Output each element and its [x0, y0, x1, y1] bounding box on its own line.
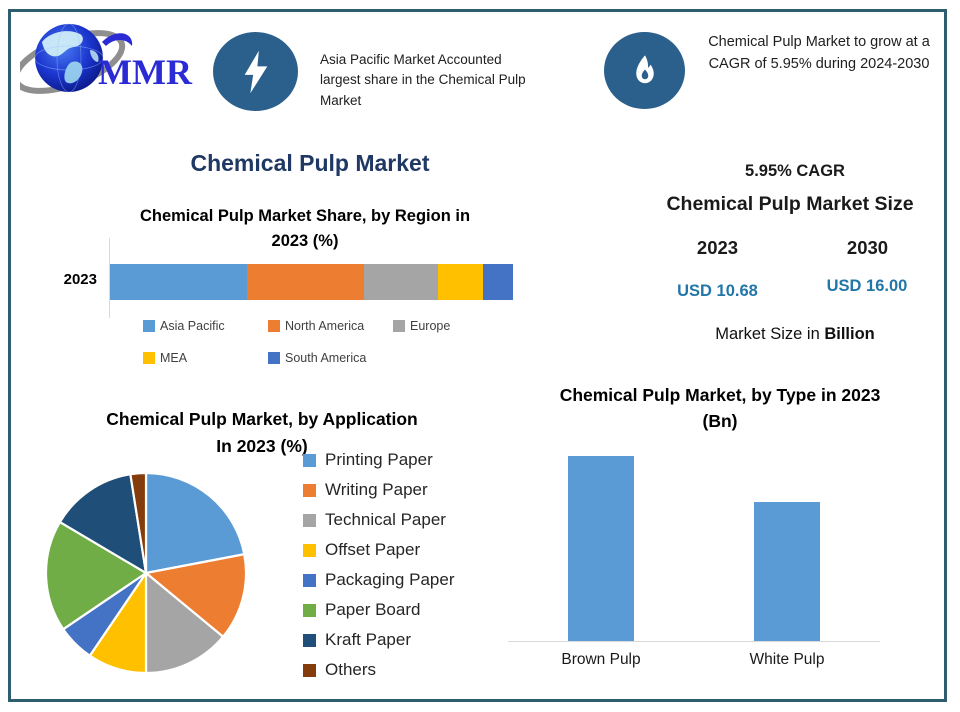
mmr-logo: MMR — [20, 23, 193, 94]
legend-label-kraft-paper: Kraft Paper — [325, 630, 411, 649]
legend-swatch-packaging-paper — [303, 573, 316, 587]
legend-item-paper-board: Paper Board — [303, 595, 454, 625]
year-start: 2023 — [696, 237, 739, 258]
highlight-right-text: Chemical Pulp Market to grow at a CAGR o… — [708, 34, 930, 73]
bar-label-brown-pulp: Brown Pulp — [561, 651, 641, 668]
market-value-end: USD 16.00 — [826, 277, 908, 295]
legend-item-europe: Europe — [393, 319, 518, 333]
legend-item-printing-paper: Printing Paper — [303, 445, 454, 475]
legend-item-packaging-paper: Packaging Paper — [303, 565, 454, 595]
region-chart-category-label: 2023 — [63, 271, 97, 288]
legend-label-europe: Europe — [410, 319, 451, 333]
type-bar-chart — [508, 444, 880, 641]
legend-item-mea: MEA — [143, 351, 268, 365]
bar-brown-pulp — [568, 456, 634, 641]
logo-text: MMR — [98, 52, 193, 92]
application-chart-title-line2: In 2023 (%) — [216, 436, 308, 457]
lightning-icon — [213, 32, 298, 111]
pie-slice-kraft-paper — [58, 473, 148, 575]
legend-item-offset-paper: Offset Paper — [303, 535, 454, 565]
legend-label-packaging-paper: Packaging Paper — [325, 570, 455, 589]
pie-slice-technical-paper — [144, 571, 225, 675]
bar-segment-mea — [438, 264, 483, 300]
region-legend: Asia Pacific North America Europe MEA South … — [143, 319, 528, 365]
legend-swatch-north-america — [268, 320, 280, 332]
region-stacked-bar — [110, 264, 513, 300]
market-size-note: Market Size in Billion — [660, 325, 930, 344]
note-unit: Billion — [824, 325, 875, 343]
legend-label-writing-paper: Writing Paper — [325, 480, 428, 499]
legend-label-south-america: South America — [285, 351, 367, 365]
type-chart-labels: Brown Pulp White Pulp — [508, 651, 880, 673]
logo-comma-swoosh — [102, 33, 133, 46]
bar-segment-north-america — [247, 264, 364, 300]
bar-label-white-pulp: White Pulp — [749, 651, 825, 668]
bar-segment-south-america — [482, 264, 513, 300]
application-pie-chart — [44, 471, 248, 675]
legend-label-offset-paper: Offset Paper — [325, 540, 421, 559]
pie-slice-printing-paper — [144, 471, 246, 575]
legend-swatch-south-america — [268, 352, 280, 364]
legend-label-mea: MEA — [160, 351, 188, 365]
legend-swatch-offset-paper — [303, 543, 316, 557]
cagr-value: 5.95% CAGR — [745, 162, 845, 180]
legend-swatch-others — [303, 663, 316, 677]
legend-label-paper-board: Paper Board — [325, 600, 421, 619]
page-title: Chemical Pulp Market — [190, 150, 430, 176]
application-chart-title: Chemical Pulp Market, by Application In … — [92, 406, 432, 460]
legend-label-north-america: North America — [285, 319, 365, 333]
bar-white-pulp — [754, 502, 820, 641]
year-end: 2030 — [846, 237, 889, 258]
market-value-start: USD 10.68 — [677, 282, 758, 300]
legend-item-south-america: South America — [268, 351, 393, 365]
flame-icon — [604, 32, 685, 109]
note-prefix: Market Size in — [715, 325, 825, 343]
legend-swatch-europe — [393, 320, 405, 332]
pie-slice-writing-paper — [144, 553, 248, 638]
pie-slice-others — [129, 471, 148, 575]
legend-label-others: Others — [325, 660, 377, 679]
legend-item-asia-pacific: Asia Pacific — [143, 319, 268, 333]
application-chart-title-line1: Chemical Pulp Market, by Application — [106, 409, 418, 429]
highlight-left-text: Asia Pacific Market Accounted largest sh… — [320, 52, 526, 108]
legend-item-north-america: North America — [268, 319, 393, 333]
legend-item-writing-paper: Writing Paper — [303, 475, 454, 505]
region-chart-title: Chemical Pulp Market Share, by Region in… — [120, 204, 490, 254]
legend-item-others: Others — [303, 655, 454, 685]
type-chart-title-line2: (Bn) — [702, 411, 738, 432]
application-legend: Printing Paper Writing Paper Technical Pap… — [303, 445, 454, 685]
region-chart-title-line2: 2023 (%) — [271, 231, 339, 250]
pie-slice-paper-board — [44, 521, 148, 631]
market-size-title: Chemical Pulp Market Size — [666, 193, 914, 215]
bar-segment-asia-pacific — [110, 264, 248, 300]
legend-swatch-asia-pacific — [143, 320, 155, 332]
outer-border-frame — [8, 9, 947, 702]
legend-label-asia-pacific: Asia Pacific — [160, 319, 225, 333]
legend-item-kraft-paper: Kraft Paper — [303, 625, 454, 655]
type-chart-title-line1: Chemical Pulp Market, by Type in 2023 — [559, 385, 881, 405]
legend-swatch-kraft-paper — [303, 633, 316, 647]
type-chart-title: Chemical Pulp Market, by Type in 2023 (B… — [540, 382, 900, 435]
legend-label-printing-paper: Printing Paper — [325, 450, 433, 469]
type-chart-baseline — [508, 641, 880, 642]
legend-swatch-technical-paper — [303, 513, 316, 527]
legend-item-technical-paper: Technical Paper — [303, 505, 454, 535]
region-chart-axis-line — [109, 238, 110, 318]
legend-label-technical-paper: Technical Paper — [325, 510, 446, 529]
bar-segment-europe — [363, 264, 439, 300]
legend-swatch-writing-paper — [303, 483, 316, 497]
globe-icon — [34, 23, 104, 93]
region-chart-title-line1: Chemical Pulp Market Share, by Region in — [139, 207, 471, 225]
legend-swatch-printing-paper — [303, 453, 316, 467]
legend-swatch-mea — [143, 352, 155, 364]
legend-swatch-paper-board — [303, 603, 316, 617]
